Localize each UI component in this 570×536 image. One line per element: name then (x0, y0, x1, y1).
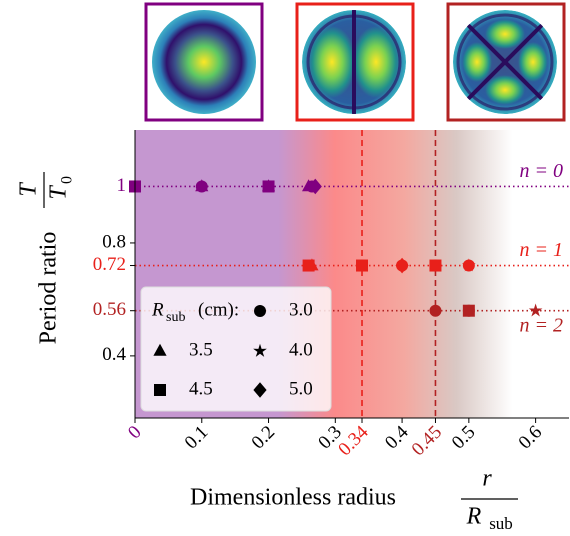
y-tick-label: 0.4 (102, 344, 126, 365)
marker-triangle (195, 179, 209, 192)
y-fraction-denominator: T (46, 185, 72, 200)
marker-circle (396, 259, 409, 272)
series-label: n = 2 (520, 314, 564, 336)
marker-circle (462, 304, 475, 317)
x-fraction-denominator: R (466, 504, 482, 530)
x-fraction-numerator: r (482, 466, 492, 492)
x-label-text: Dimensionless radius (190, 485, 396, 511)
y-label-text: Period ratio (36, 232, 62, 345)
marker-square (356, 259, 369, 272)
series-label: n = 1 (520, 239, 564, 261)
x-tick-label: 0.34 (334, 421, 373, 460)
legend-label: 4.5 (189, 378, 213, 399)
x-tick-label: 0.5 (448, 422, 480, 454)
marker-triangle (261, 179, 276, 192)
legend-title: R (151, 299, 164, 320)
marker-triangle (153, 343, 167, 356)
marker-circle (254, 305, 266, 317)
marker-triangle (305, 258, 319, 271)
y-label: Period ratio (36, 232, 62, 345)
marker-circle (429, 259, 442, 272)
y-fraction-subscript: 0 (59, 176, 76, 184)
legend-label: 5.0 (289, 378, 313, 399)
legend-label: 3.0 (289, 299, 313, 320)
legend-label: 3.5 (189, 339, 213, 360)
y-label-fraction: T T 0 (16, 172, 76, 208)
x-fraction-subscript: sub (489, 514, 513, 533)
marker-star (528, 303, 543, 317)
mode-icons (144, 2, 566, 122)
marker-star (253, 343, 267, 357)
x-tick-label: 0.45 (408, 422, 446, 460)
series-label: n = 0 (520, 160, 564, 182)
x-tick-label: 0.4 (381, 421, 413, 453)
x-tick-label: 0.2 (248, 422, 280, 454)
x-tick-label: 0.6 (515, 422, 547, 454)
legend-title-sub: sub (166, 310, 185, 325)
y-tick-label: 0.72 (93, 254, 126, 275)
y-tick-label: 0.56 (93, 299, 126, 320)
y-tick-label: 0.8 (102, 231, 126, 252)
x-tick-label: 0 (124, 422, 146, 444)
marker-circle (429, 304, 442, 317)
y-fraction-numerator: T (16, 182, 42, 197)
legend-label: 4.0 (289, 339, 313, 360)
marker-star (461, 258, 476, 272)
marker-diamond (308, 178, 322, 195)
y-tick-label: 1 (117, 175, 127, 196)
x-tick-label: 0.1 (181, 422, 213, 454)
marker-diamond (253, 382, 267, 398)
legend-title-suffix: (cm): (198, 299, 239, 320)
legend-box (140, 286, 332, 412)
marker-square (154, 384, 166, 396)
